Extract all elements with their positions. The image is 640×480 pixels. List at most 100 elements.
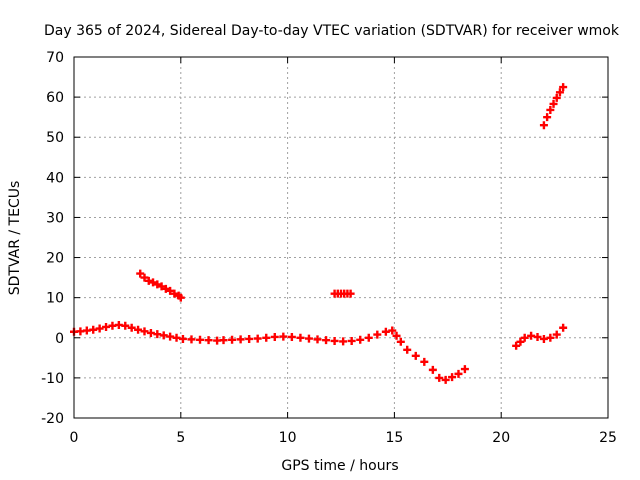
data-point xyxy=(89,325,98,334)
data-point xyxy=(204,336,213,345)
data-point xyxy=(236,335,245,344)
grid-lines xyxy=(74,57,608,418)
data-point xyxy=(539,334,548,343)
data-point xyxy=(460,365,469,374)
y-tick-label: 30 xyxy=(46,210,64,226)
data-point xyxy=(166,286,175,295)
data-point xyxy=(176,293,185,302)
y-tick-label: 10 xyxy=(46,291,64,307)
data-point xyxy=(121,321,130,330)
x-tick-label: 20 xyxy=(492,430,510,446)
data-point xyxy=(166,332,175,341)
x-axis-label: GPS time / hours xyxy=(281,458,398,474)
data-point xyxy=(127,323,136,332)
data-point xyxy=(546,333,555,342)
data-point xyxy=(140,327,149,336)
data-point xyxy=(228,335,237,344)
y-axis-label: SDTVAR / TECUs xyxy=(7,181,23,296)
data-point xyxy=(546,105,555,114)
data-point xyxy=(178,334,187,343)
data-point xyxy=(159,331,168,340)
y-axis: -20 -10 0 10 20 30 40 50 60 70 xyxy=(41,50,608,427)
data-point xyxy=(520,333,529,342)
data-point xyxy=(136,269,145,278)
data-point xyxy=(388,326,397,335)
data-point xyxy=(313,335,322,344)
data-point xyxy=(539,121,548,130)
data-point xyxy=(287,332,296,341)
y-tick-label: -10 xyxy=(41,371,64,387)
data-point xyxy=(512,341,521,350)
data-point xyxy=(347,336,356,345)
data-point xyxy=(187,335,196,344)
series-sdtvar-arc-4 xyxy=(539,83,568,130)
data-point xyxy=(153,330,162,339)
data-point xyxy=(253,334,262,343)
data-point xyxy=(172,333,181,342)
y-tick-label: 20 xyxy=(46,251,64,267)
data-point xyxy=(219,336,228,345)
plot-border xyxy=(73,56,609,419)
data-point xyxy=(373,330,382,339)
x-tick-label: 0 xyxy=(70,430,79,446)
y-tick-label: 70 xyxy=(46,50,64,66)
y-tick-label: 50 xyxy=(46,130,64,146)
data-point xyxy=(403,345,412,354)
x-tick-label: 15 xyxy=(385,430,403,446)
data-point xyxy=(144,276,153,285)
data-point xyxy=(420,357,429,366)
data-point xyxy=(245,334,254,343)
series-sdtvar-arc-2 xyxy=(136,269,185,302)
data-point xyxy=(270,332,279,341)
data-point xyxy=(161,284,170,293)
data-point xyxy=(170,289,179,298)
data-point xyxy=(330,336,339,345)
data-point xyxy=(140,273,149,282)
data-point xyxy=(153,280,162,289)
series-sdtvar xyxy=(70,320,568,384)
data-point xyxy=(392,331,401,340)
data-point xyxy=(396,337,405,346)
data-point xyxy=(339,337,348,346)
x-tick-label: 5 xyxy=(176,430,185,446)
y-tick-label: 60 xyxy=(46,90,64,106)
data-point xyxy=(102,322,111,331)
x-axis: 0 5 10 15 20 25 xyxy=(70,57,617,446)
data-point xyxy=(552,330,561,339)
x-tick-label: 10 xyxy=(279,430,297,446)
data-point xyxy=(279,332,288,341)
data-point xyxy=(322,336,331,345)
data-point xyxy=(516,337,525,346)
series-sdtvar-arc-3 xyxy=(330,289,355,298)
data-point xyxy=(296,333,305,342)
data-point xyxy=(346,289,355,298)
data-point xyxy=(196,335,205,344)
data-point xyxy=(527,331,536,340)
y-tick-label: 40 xyxy=(46,170,64,186)
data-point xyxy=(448,373,457,382)
chart-title: Day 365 of 2024, Sidereal Day-to-day VTE… xyxy=(44,23,620,39)
data-points xyxy=(70,83,568,384)
x-tick-label: 25 xyxy=(599,430,617,446)
data-point xyxy=(435,373,444,382)
data-point xyxy=(533,332,542,341)
data-point xyxy=(157,282,166,291)
data-point xyxy=(262,333,271,342)
data-point xyxy=(411,351,420,360)
data-point xyxy=(146,328,155,337)
data-point xyxy=(555,88,564,97)
data-point xyxy=(543,113,552,122)
data-point xyxy=(364,333,373,342)
data-point xyxy=(149,278,158,287)
data-point xyxy=(454,369,463,378)
data-point xyxy=(428,365,437,374)
data-point xyxy=(552,93,561,102)
data-point xyxy=(356,335,365,344)
data-point xyxy=(559,83,568,92)
data-point xyxy=(441,375,450,384)
data-point xyxy=(304,334,313,343)
data-point xyxy=(549,99,558,108)
data-point xyxy=(559,323,568,332)
data-point xyxy=(381,327,390,336)
